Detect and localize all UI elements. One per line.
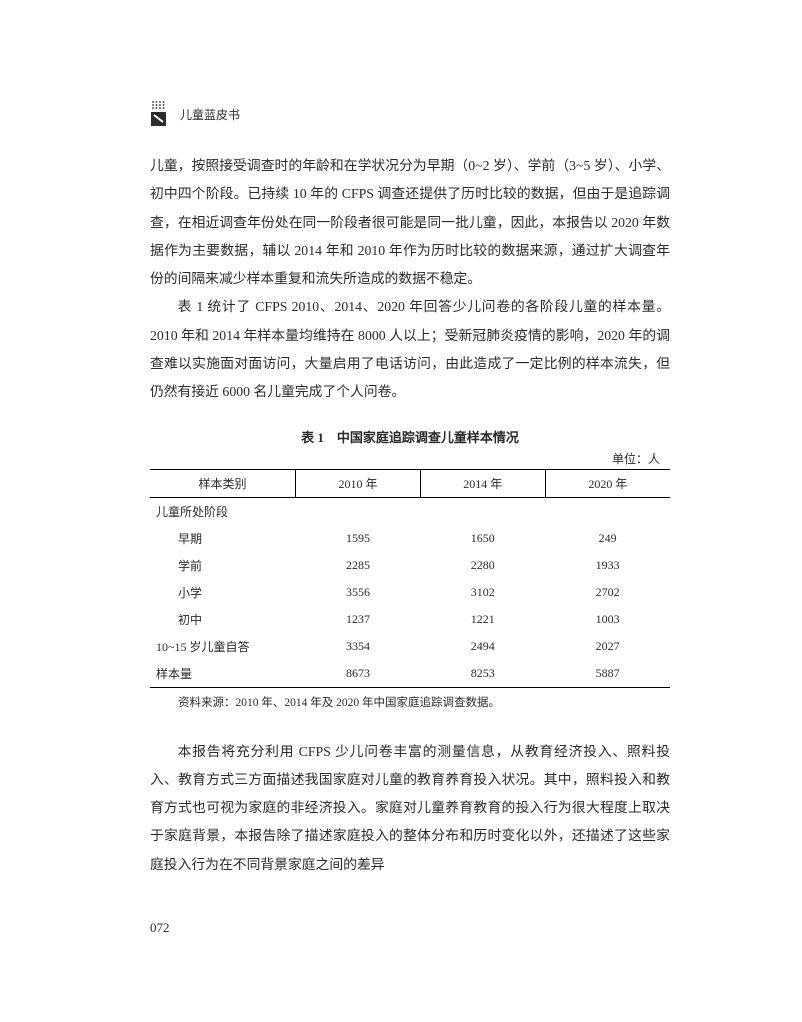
cell: 3102 [420,579,545,606]
cell: 3556 [296,579,421,606]
table-unit: 单位：人 [150,450,670,467]
cell: 8253 [420,660,545,688]
col-header-0: 样本类别 [150,469,296,497]
body-text-block-2: 本报告将充分利用 CFPS 少儿问卷丰富的测量信息，从教育经济投入、照料投入、教… [150,738,670,879]
page-number: 072 [150,920,170,936]
row-label: 早期 [150,525,296,552]
section-label: 儿童所处阶段 [150,497,296,525]
paragraph-3: 本报告将充分利用 CFPS 少儿问卷丰富的测量信息，从教育经济投入、照料投入、教… [150,738,670,879]
row-label: 小学 [150,579,296,606]
cell: 2702 [545,579,670,606]
book-title: 儿童蓝皮书 [180,106,240,123]
cell: 5887 [545,660,670,688]
cell: 1595 [296,525,421,552]
table-1: 样本类别 2010 年 2014 年 2020 年 儿童所处阶段 早期 1595… [150,469,670,688]
table-1-block: 表 1 中国家庭追踪调查儿童样本情况 单位：人 样本类别 2010 年 2014… [150,427,670,710]
col-header-2: 2014 年 [420,469,545,497]
table-row: 早期 1595 1650 249 [150,525,670,552]
table-source-note: 资料来源：2010 年、2014 年及 2020 年中国家庭追踪调查数据。 [150,694,670,710]
cell: 8673 [296,660,421,688]
book-icon [150,100,174,128]
table-title: 表 1 中国家庭追踪调查儿童样本情况 [150,427,670,446]
paragraph-2: 表 1 统计了 CFPS 2010、2014、2020 年回答少儿问卷的各阶段儿… [150,293,670,406]
cell: 2285 [296,552,421,579]
table-header-row: 样本类别 2010 年 2014 年 2020 年 [150,469,670,497]
cell: 1237 [296,606,421,633]
cell: 1933 [545,552,670,579]
table-row: 学前 2285 2280 1933 [150,552,670,579]
col-header-3: 2020 年 [545,469,670,497]
cell: 3354 [296,633,421,660]
table-row: 10~15 岁儿童自答 3354 2494 2027 [150,633,670,660]
col-header-1: 2010 年 [296,469,421,497]
table-row: 儿童所处阶段 [150,497,670,525]
cell: 1003 [545,606,670,633]
cell: 2027 [545,633,670,660]
cell: 2494 [420,633,545,660]
table-row: 初中 1237 1221 1003 [150,606,670,633]
body-text-block-1: 儿童，按照接受调查时的年龄和在学状况分为早期（0~2 岁）、学前（3~5 岁）、… [150,152,670,407]
cell: 2280 [420,552,545,579]
table-row: 小学 3556 3102 2702 [150,579,670,606]
row-label: 10~15 岁儿童自答 [150,633,296,660]
paragraph-1: 儿童，按照接受调查时的年龄和在学状况分为早期（0~2 岁）、学前（3~5 岁）、… [150,152,670,293]
book-header: 儿童蓝皮书 [150,100,670,128]
cell: 1650 [420,525,545,552]
row-label: 初中 [150,606,296,633]
table-row: 样本量 8673 8253 5887 [150,660,670,688]
cell: 249 [545,525,670,552]
row-label: 样本量 [150,660,296,688]
row-label: 学前 [150,552,296,579]
page-content: 儿童蓝皮书 儿童，按照接受调查时的年龄和在学状况分为早期（0~2 岁）、学前（3… [150,100,670,879]
cell: 1221 [420,606,545,633]
